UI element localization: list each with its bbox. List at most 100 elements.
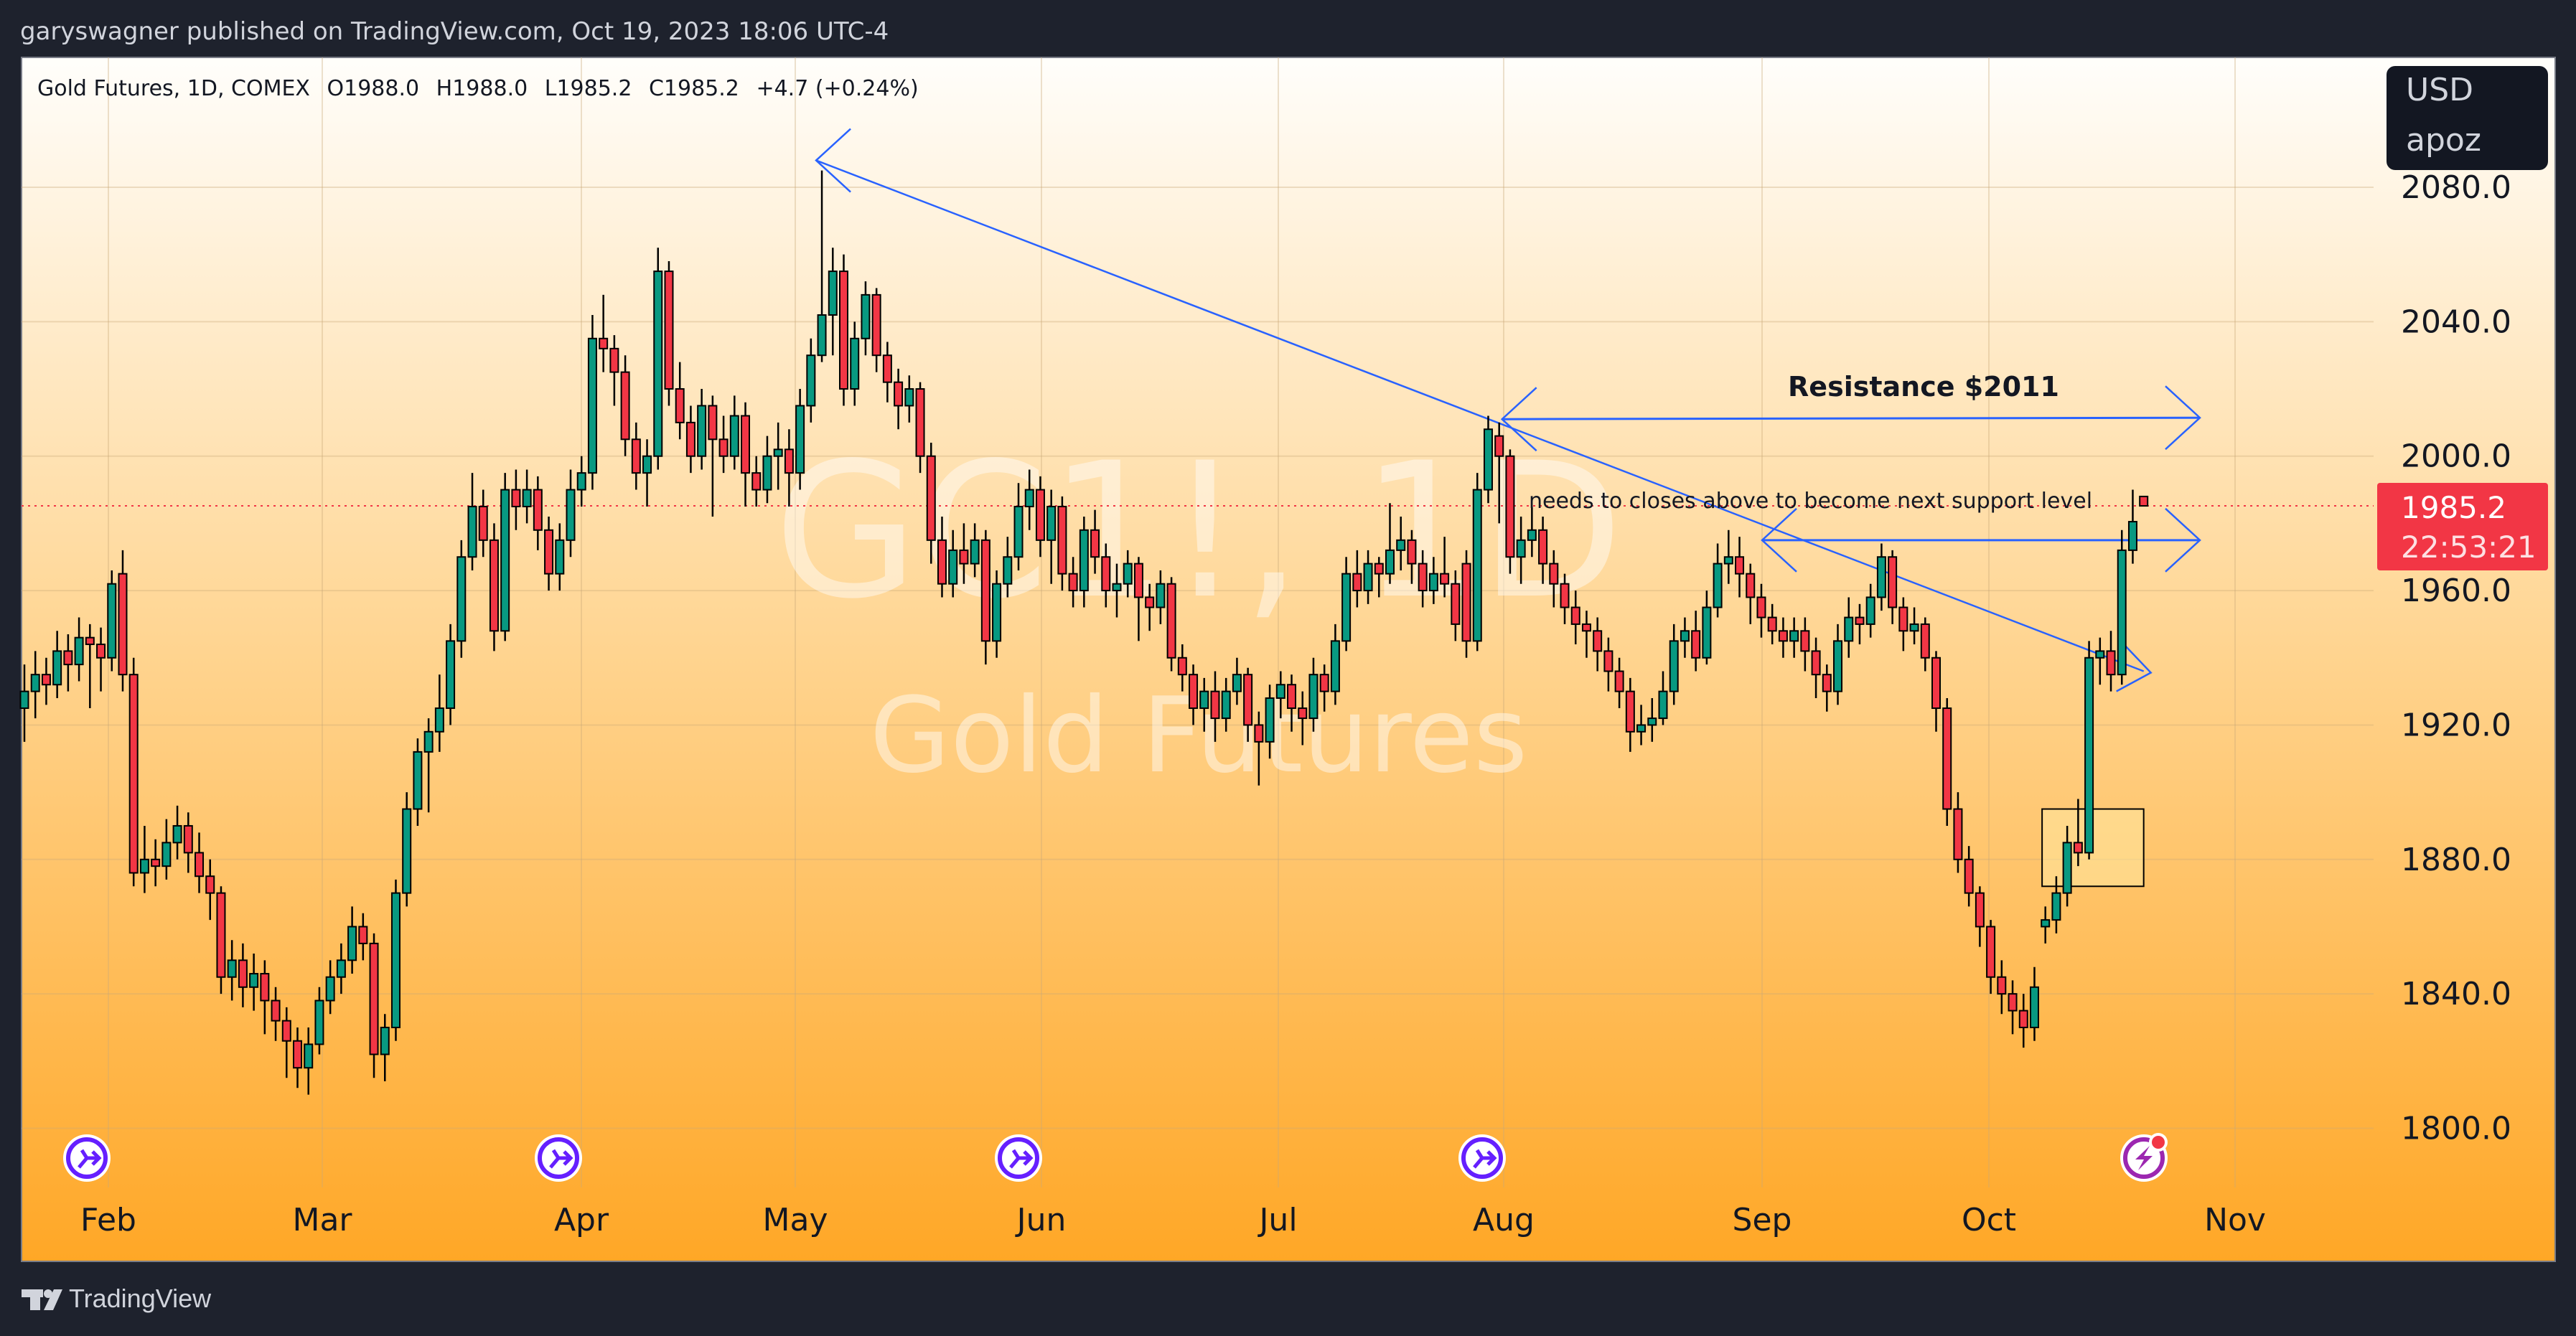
candle xyxy=(19,664,29,742)
candle-body xyxy=(1931,657,1941,710)
candle xyxy=(566,469,576,558)
candle-body xyxy=(2117,549,2127,676)
candle-body xyxy=(1440,573,1450,585)
candle-body xyxy=(390,892,401,1029)
candle-body xyxy=(817,314,827,357)
candle xyxy=(1133,557,1143,641)
candle xyxy=(52,631,62,698)
currency-unit-box[interactable]: USD apoz xyxy=(2387,66,2548,170)
candle-body xyxy=(533,489,543,531)
events-row[interactable] xyxy=(63,1133,2168,1182)
candle-body xyxy=(685,421,695,457)
candle-body xyxy=(1538,529,1548,565)
dividend-arrow-icon[interactable] xyxy=(535,1134,582,1182)
time-axis[interactable]: Feb Mar Apr May Jun Jul Aug Sep Oct Nov xyxy=(80,1202,2266,1238)
candle-body xyxy=(1735,556,1745,575)
candle-body xyxy=(19,690,29,710)
watermark: GC1!, 1D Gold Futures xyxy=(774,423,1624,796)
candle xyxy=(1702,591,1712,665)
candle-body xyxy=(195,852,205,878)
candle-body xyxy=(839,271,848,390)
candle xyxy=(1669,624,1679,705)
candle-body xyxy=(1418,563,1428,592)
candle-body xyxy=(1581,623,1591,632)
dividend-arrow-icon[interactable] xyxy=(995,1134,1042,1182)
candle-body xyxy=(227,959,237,978)
candle-body xyxy=(828,271,838,316)
candle xyxy=(839,254,848,406)
candle xyxy=(1942,697,1952,826)
candle xyxy=(151,839,161,887)
candle-body xyxy=(139,858,149,874)
candle-body xyxy=(2073,842,2083,854)
candle-body xyxy=(1243,674,1253,726)
candle-body xyxy=(762,455,772,491)
resistance-arrow-line[interactable] xyxy=(1502,416,2201,420)
candle xyxy=(434,674,444,752)
candle-body xyxy=(347,926,357,961)
candle xyxy=(1953,792,1963,873)
support-note[interactable]: needs to closes above to become next sup… xyxy=(1529,489,2092,514)
candle-body xyxy=(948,549,958,585)
tradingview-logo[interactable]: TradingView xyxy=(22,1284,212,1313)
last-price-bg xyxy=(2377,483,2548,570)
candle xyxy=(1243,667,1253,742)
candle xyxy=(172,805,182,860)
candle xyxy=(1975,886,1985,947)
candle-body xyxy=(1363,563,1373,592)
candle-body xyxy=(959,549,969,565)
candle-body xyxy=(1330,640,1340,692)
candle-body xyxy=(1210,690,1220,720)
candle xyxy=(1145,583,1155,631)
candle-body xyxy=(1920,623,1930,659)
candle-body xyxy=(1494,435,1504,457)
support-right-arrow-icon xyxy=(2165,507,2201,573)
candle xyxy=(620,355,630,456)
candle xyxy=(478,489,488,558)
candle xyxy=(2041,906,2051,944)
candle xyxy=(118,550,128,692)
legend-change: +4.7 (+0.24%) xyxy=(756,76,918,101)
candle xyxy=(2018,994,2028,1048)
candle-body xyxy=(205,875,215,894)
candle xyxy=(413,738,423,826)
candle-body xyxy=(795,405,805,474)
trendline-start-arrow-icon xyxy=(815,128,851,193)
candle xyxy=(1713,543,1723,618)
candle xyxy=(576,456,586,507)
dividend-arrow-icon[interactable] xyxy=(1458,1134,1506,1182)
resistance-label[interactable]: Resistance $2011 xyxy=(1788,371,2059,403)
price-axis[interactable]: 2080.0 2040.0 2000.0 1960.0 1920.0 1880.0 1840… xyxy=(2401,169,2511,1147)
candle xyxy=(1461,550,1471,658)
candle xyxy=(1352,550,1362,608)
candle-body xyxy=(1986,926,1996,978)
candle-body xyxy=(1461,563,1471,642)
candle xyxy=(369,933,379,1078)
candle xyxy=(937,517,947,598)
candle xyxy=(1341,557,1352,651)
candle-body xyxy=(1374,563,1384,575)
candle-body xyxy=(2095,650,2105,659)
candle-body xyxy=(74,636,84,666)
dividend-arrow-icon[interactable] xyxy=(63,1134,111,1182)
chart-pane[interactable] xyxy=(21,57,2556,1262)
candle-body xyxy=(1352,573,1362,592)
earnings-lightning-icon[interactable] xyxy=(2120,1133,2168,1182)
candle-body xyxy=(992,583,1002,642)
month-label: Feb xyxy=(80,1202,136,1238)
candle-body xyxy=(1341,573,1352,642)
candle-body xyxy=(1046,505,1057,541)
candle xyxy=(1265,685,1275,759)
price-tick-label: 2000.0 xyxy=(2401,438,2511,475)
tradingview-brand: TradingView xyxy=(69,1284,212,1313)
candle-body xyxy=(1112,583,1122,592)
candle-body xyxy=(1746,573,1756,598)
candle-body xyxy=(2106,650,2116,676)
candle xyxy=(806,338,816,423)
candle xyxy=(1964,846,1974,907)
price-tick-label: 1960.0 xyxy=(2401,573,2511,609)
candle xyxy=(1986,920,1996,994)
candle-body xyxy=(1145,596,1155,608)
downtrend-line[interactable] xyxy=(815,159,2145,672)
